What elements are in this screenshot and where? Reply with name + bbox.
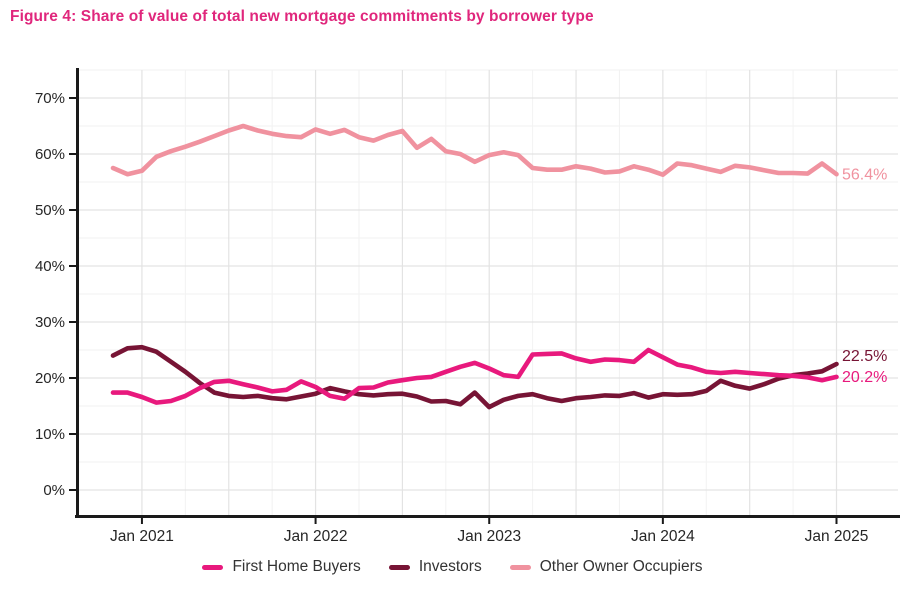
legend-item-other-owner-occupiers: Other Owner Occupiers bbox=[509, 558, 703, 576]
series-line-other-owner-occupiers bbox=[110, 123, 839, 177]
x-tick-label-jan-2024: Jan 2024 bbox=[631, 528, 695, 545]
series-line-investors bbox=[110, 344, 839, 410]
y-tick-label-20: 20% bbox=[35, 370, 65, 387]
y-tick-label-50: 50% bbox=[35, 202, 65, 219]
line-chart: 0% 10% 20% 30% 40% 50% 60% 70% Jan 2021 Jan 2022 J… bbox=[35, 68, 900, 545]
y-tick-label-0: 0% bbox=[43, 482, 65, 499]
legend-label-first-home-buyers: First Home Buyers bbox=[232, 558, 361, 575]
end-label-investors: 22.5% bbox=[842, 348, 887, 365]
legend-swatch-other-owner-occupiers bbox=[509, 564, 531, 570]
x-tick-label-jan-2025: Jan 2025 bbox=[805, 528, 869, 545]
end-label-first-home-buyers: 20.2% bbox=[842, 369, 887, 386]
legend-swatch-first-home-buyers bbox=[202, 564, 224, 570]
y-tick-label-70: 70% bbox=[35, 90, 65, 107]
series-line-first-home-buyers bbox=[110, 347, 839, 405]
end-label-other-owner-occupiers: 56.4% bbox=[842, 166, 887, 183]
legend-swatch-investors bbox=[388, 564, 410, 570]
y-tick-label-30: 30% bbox=[35, 314, 65, 331]
legend-item-first-home-buyers: First Home Buyers bbox=[202, 558, 361, 576]
x-tick-label-jan-2023: Jan 2023 bbox=[457, 528, 521, 545]
x-tick-label-jan-2022: Jan 2022 bbox=[284, 528, 348, 545]
figure-title: Figure 4: Share of value of total new mo… bbox=[10, 8, 594, 25]
y-tick-label-40: 40% bbox=[35, 258, 65, 275]
legend-label-other-owner-occupiers: Other Owner Occupiers bbox=[539, 558, 703, 575]
legend-label-investors: Investors bbox=[418, 558, 482, 575]
y-tick-label-10: 10% bbox=[35, 426, 65, 443]
y-tick-label-60: 60% bbox=[35, 146, 65, 163]
chart-legend: First Home Buyers Investors Other Owner Oc… bbox=[0, 558, 905, 576]
x-tick-label-jan-2021: Jan 2021 bbox=[110, 528, 174, 545]
legend-item-investors: Investors bbox=[388, 558, 482, 576]
